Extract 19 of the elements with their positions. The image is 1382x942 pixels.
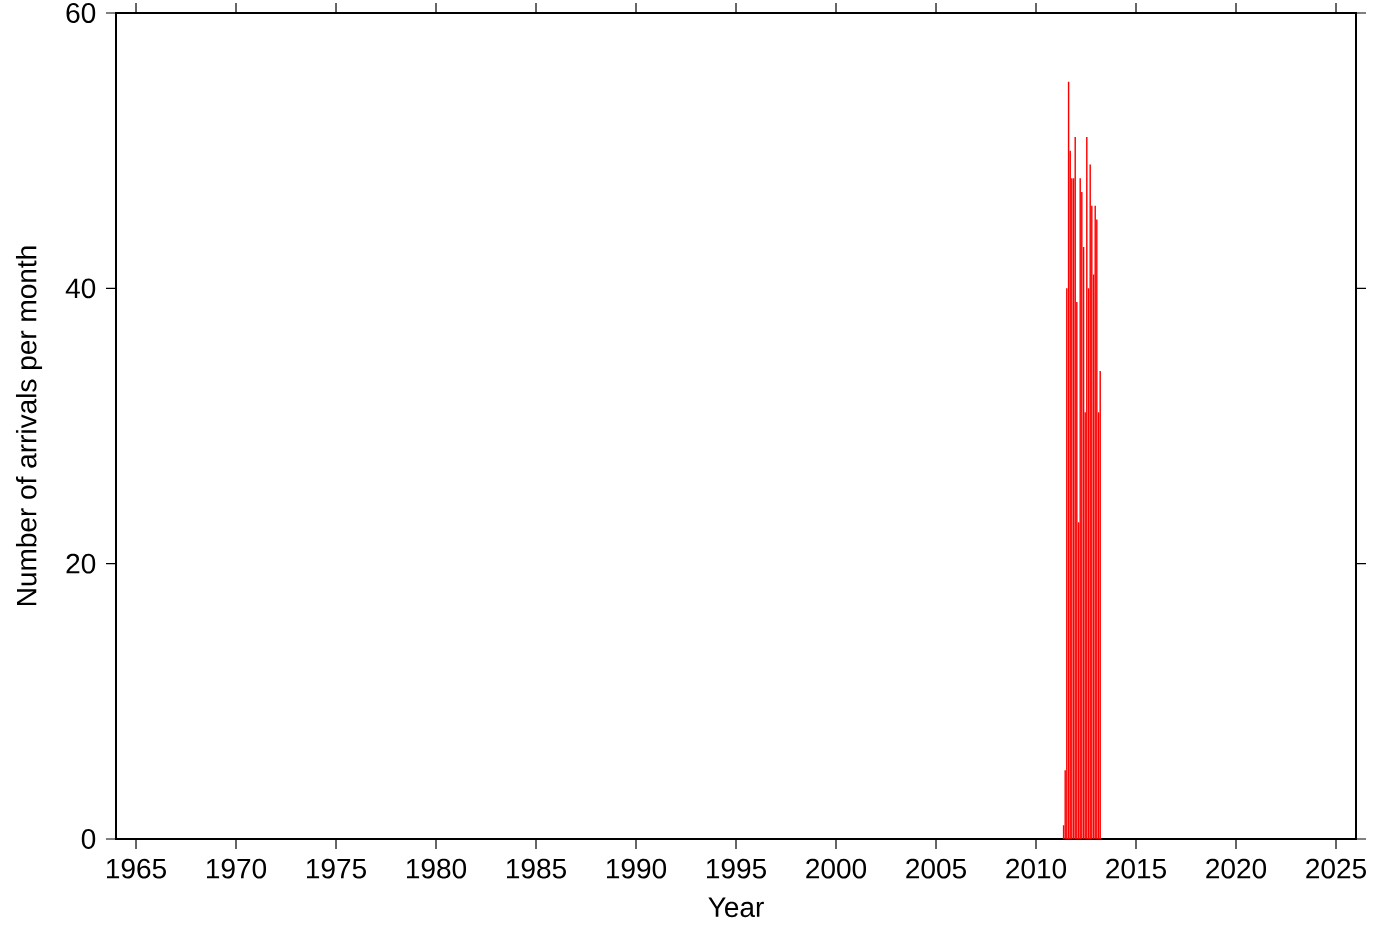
y-tick-label: 0 — [81, 829, 96, 849]
x-tick-label: 1990 — [606, 858, 667, 879]
x-tick-label: 2010 — [1006, 858, 1067, 879]
y-tick-label: 20 — [66, 553, 96, 574]
x-tick-label: 2015 — [1106, 858, 1166, 879]
x-tick-label: 2005 — [906, 858, 966, 879]
x-tick-label: 1995 — [706, 858, 766, 879]
x-tick-label: 2025 — [1306, 858, 1366, 879]
y-tick-label: 60 — [66, 3, 96, 23]
x-tick-label: 1975 — [306, 858, 366, 879]
x-tick-label: 1965 — [106, 858, 166, 879]
x-tick-label: 2020 — [1206, 858, 1267, 879]
x-tick-label: 1985 — [506, 858, 566, 879]
x-tick-label: 2000 — [806, 858, 867, 879]
x-tick-label: 1980 — [406, 858, 467, 879]
x-tick-label: 1970 — [206, 858, 267, 879]
y-axis-title: Number of arrivals per month — [15, 246, 43, 605]
y-tick-label: 40 — [65, 278, 96, 299]
x-axis-title: Year — [708, 897, 764, 918]
